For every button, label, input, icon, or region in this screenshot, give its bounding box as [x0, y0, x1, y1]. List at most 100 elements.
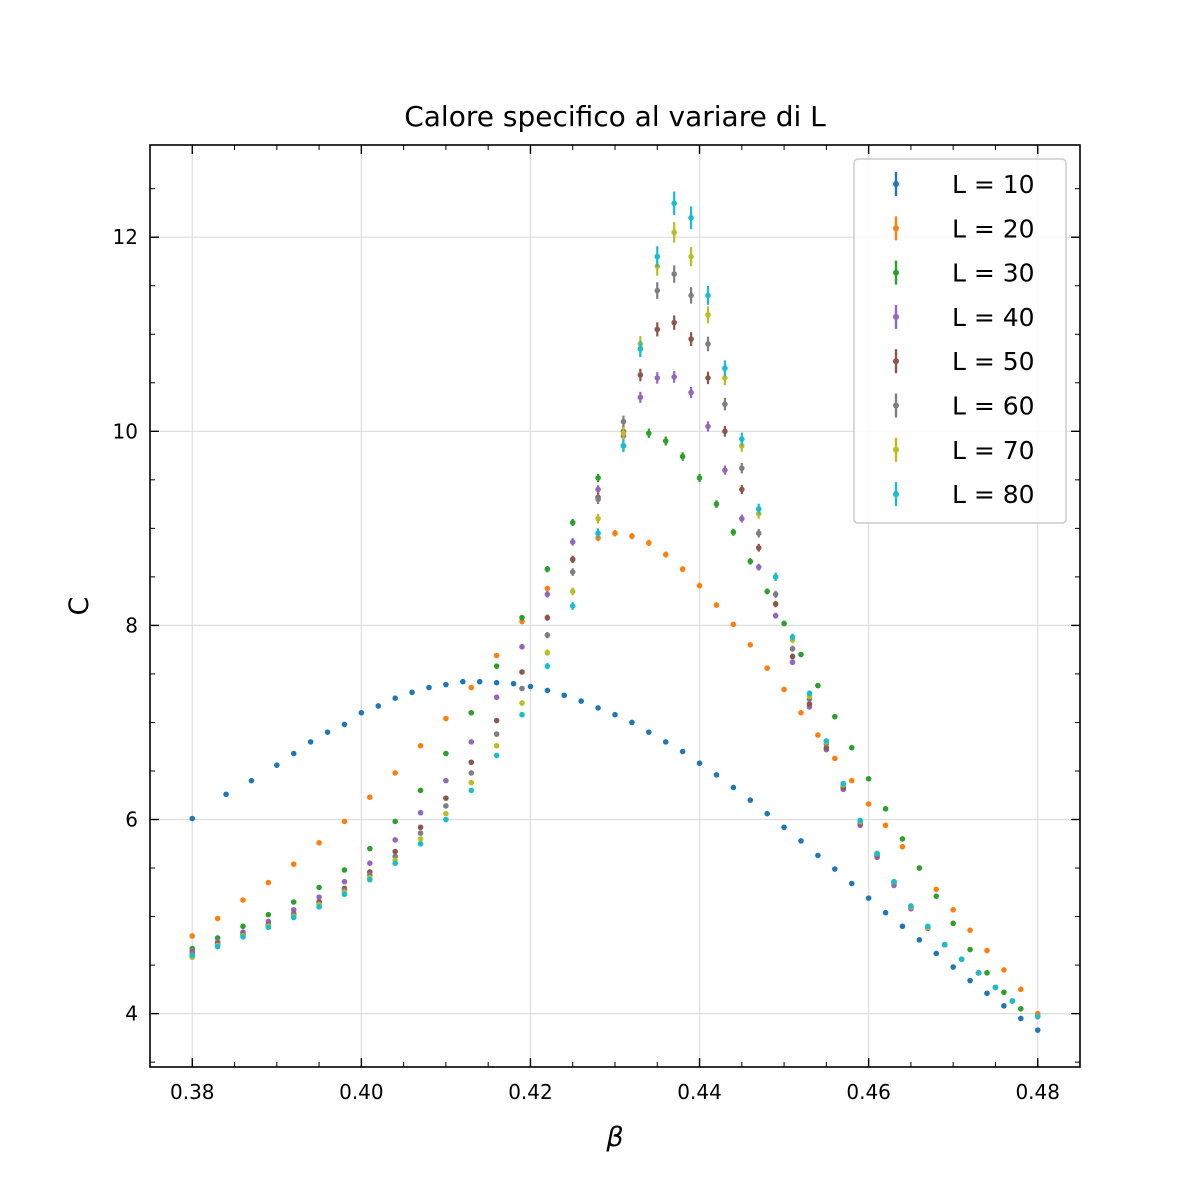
- data-point: [595, 486, 601, 493]
- data-point: [789, 634, 796, 640]
- data-point: [730, 784, 737, 791]
- data-point: [671, 229, 677, 236]
- legend-entry-label: L = 10: [952, 170, 1035, 199]
- data-point: [316, 904, 322, 910]
- data-point: [493, 752, 500, 759]
- y-tick-label: 12: [113, 225, 138, 249]
- data-point: [933, 950, 940, 957]
- data-point: [705, 341, 711, 347]
- data-point: [569, 539, 576, 545]
- legend-entry-label: L = 20: [952, 214, 1035, 243]
- data-point: [899, 843, 906, 850]
- data-point: [290, 861, 297, 867]
- data-point: [984, 970, 990, 976]
- plot-area: [189, 191, 1041, 1033]
- data-point: [595, 515, 601, 522]
- data-point: [688, 253, 694, 260]
- data-point: [705, 292, 711, 299]
- data-point: [722, 401, 728, 407]
- data-point: [857, 817, 863, 824]
- data-point: [832, 755, 838, 762]
- data-point: [646, 540, 652, 546]
- data-point: [848, 744, 855, 751]
- data-point: [705, 375, 711, 381]
- data-point: [696, 475, 703, 481]
- data-point: [392, 818, 398, 825]
- data-point: [798, 709, 804, 716]
- data-point: [189, 952, 196, 959]
- legend-entry-label: L = 40: [952, 303, 1035, 332]
- data-point: [781, 824, 787, 831]
- data-point: [654, 375, 661, 381]
- data-point: [443, 803, 449, 809]
- data-point: [764, 588, 770, 595]
- data-point: [865, 775, 872, 782]
- data-point: [417, 824, 424, 831]
- data-point: [443, 750, 449, 757]
- data-point: [882, 822, 889, 829]
- data-point: [662, 438, 669, 444]
- data-point: [595, 496, 601, 503]
- legend-marker-point: [893, 181, 899, 187]
- legend-entry-label: L = 70: [952, 436, 1035, 465]
- legend-entry-label: L = 60: [952, 392, 1035, 421]
- x-tick-label: 0.38: [170, 1080, 215, 1104]
- data-point: [1009, 998, 1016, 1004]
- data-point: [958, 956, 965, 963]
- legend-box: [853, 158, 1067, 524]
- data-point: [519, 685, 525, 692]
- data-point: [519, 618, 525, 625]
- data-point: [629, 533, 635, 539]
- data-point: [240, 923, 246, 930]
- data-point: [493, 663, 500, 669]
- data-point: [1034, 1013, 1041, 1020]
- data-point: [1001, 989, 1007, 996]
- data-point: [544, 632, 551, 638]
- data-point: [865, 801, 872, 807]
- data-point: [519, 669, 525, 675]
- data-point: [493, 694, 500, 701]
- data-point: [544, 663, 551, 669]
- data-point: [367, 845, 373, 852]
- data-point: [772, 574, 779, 580]
- data-point: [214, 915, 221, 922]
- data-point: [443, 795, 449, 801]
- data-point: [899, 836, 906, 842]
- data-point: [637, 394, 644, 401]
- data-point: [713, 772, 720, 778]
- data-point: [569, 569, 576, 575]
- data-point: [493, 679, 500, 686]
- data-point: [367, 860, 373, 866]
- data-point: [358, 709, 365, 716]
- data-point: [417, 787, 424, 794]
- data-point: [375, 703, 382, 709]
- data-point: [806, 701, 813, 707]
- data-point: [755, 544, 762, 551]
- data-point: [493, 717, 500, 724]
- data-point: [544, 566, 551, 572]
- data-point: [214, 943, 221, 950]
- data-point: [688, 389, 694, 396]
- x-axis: 0.38 0.40 0.42 0.44 0.46 0.48: [149, 145, 1081, 1104]
- data-point: [722, 467, 728, 473]
- data-point: [789, 659, 796, 666]
- data-point: [713, 501, 720, 507]
- data-point: [443, 777, 449, 784]
- data-point: [240, 934, 246, 940]
- data-point: [747, 642, 754, 648]
- data-point: [493, 731, 500, 737]
- data-point: [561, 692, 568, 699]
- data-point: [755, 564, 762, 570]
- data-point: [688, 336, 694, 342]
- data-point: [248, 777, 255, 784]
- data-point: [848, 880, 855, 887]
- data-point: [620, 418, 627, 425]
- data-point: [468, 779, 475, 786]
- data-point: [1018, 1015, 1024, 1022]
- legend-entry-label: L = 80: [952, 480, 1035, 509]
- data-point: [823, 738, 830, 744]
- data-point: [739, 515, 745, 522]
- data-point: [569, 603, 576, 609]
- data-point: [307, 739, 314, 745]
- series-2: [189, 529, 1041, 1017]
